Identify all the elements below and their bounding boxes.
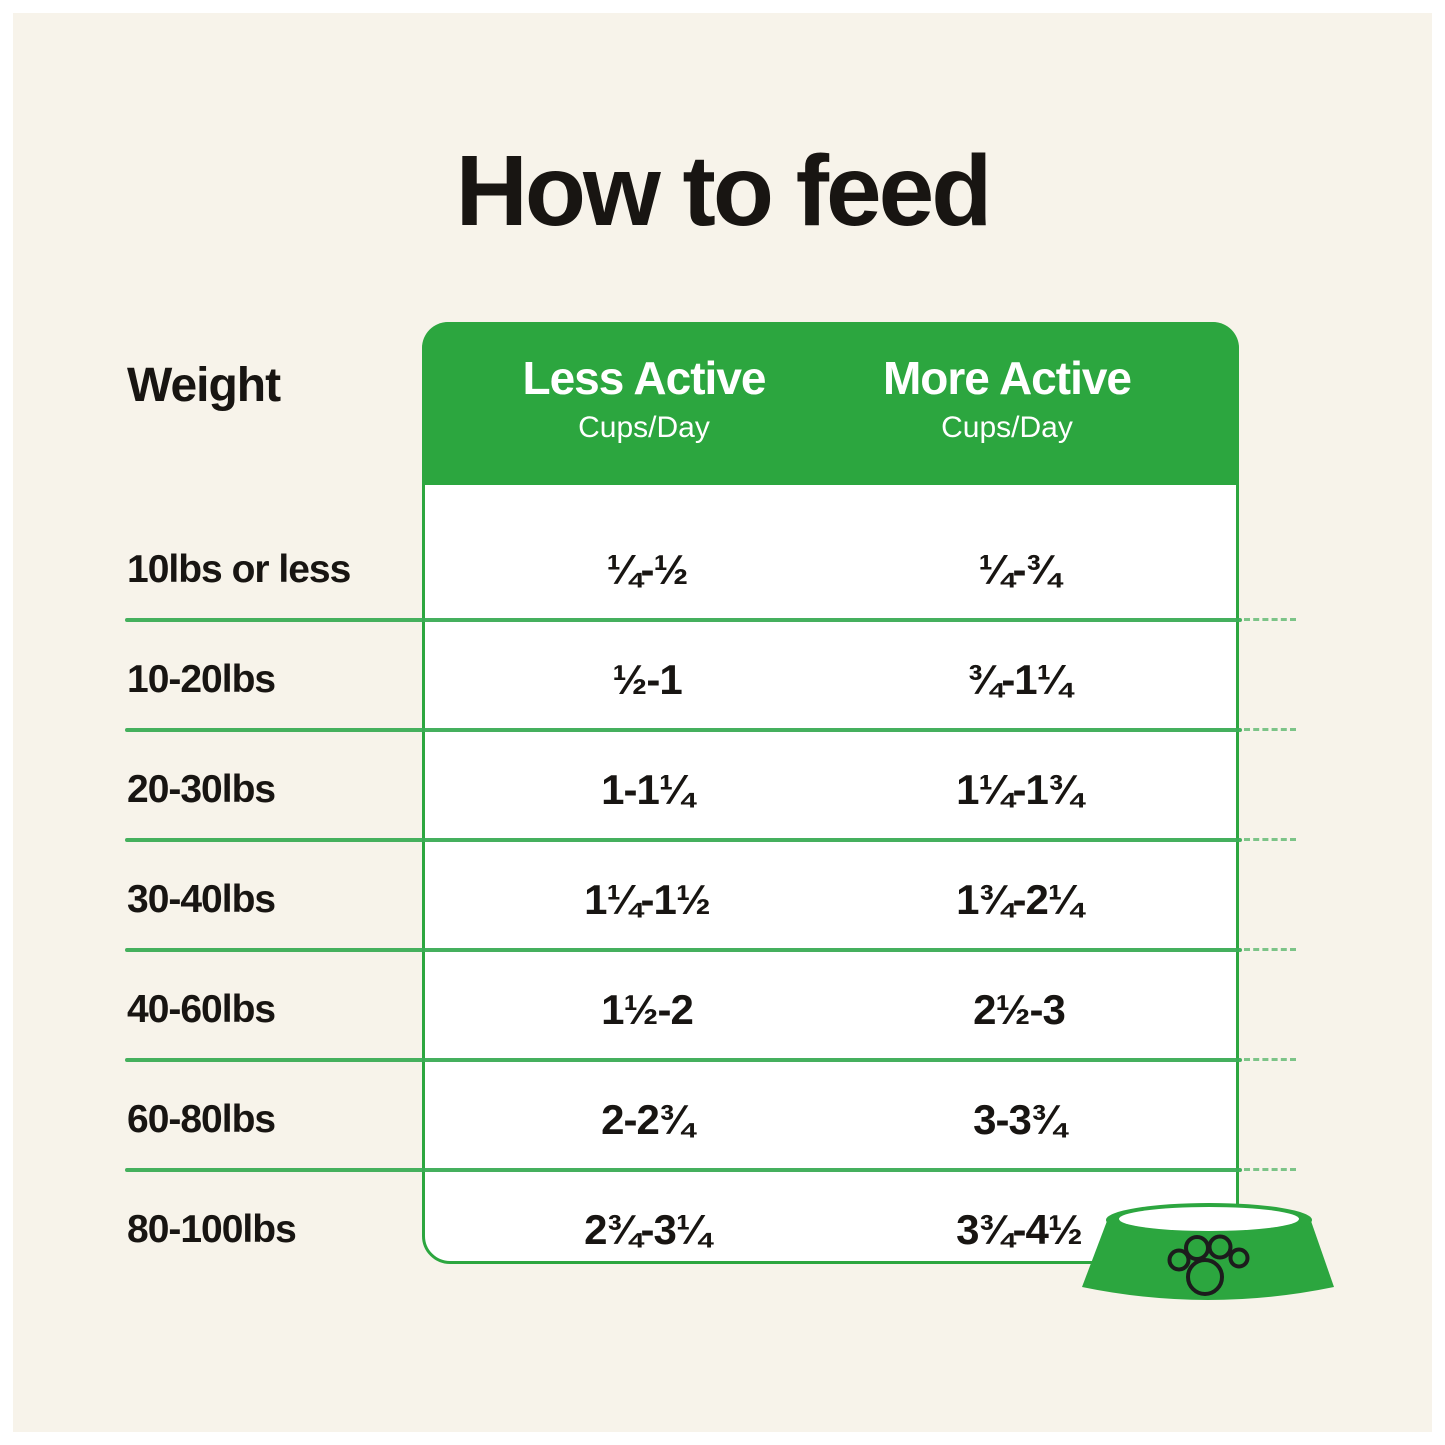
row-divider <box>125 728 1242 732</box>
more-active-value: 3-3¾ <box>973 1096 1066 1143</box>
weight-label: 20-30lbs <box>127 768 276 811</box>
row-divider <box>125 618 1242 622</box>
row-divider-tail <box>1244 1058 1296 1061</box>
less-active-value: 2-2¾ <box>601 1096 694 1143</box>
less-active-value: ¼-½ <box>606 546 688 593</box>
weight-label: 60-80lbs <box>127 1098 276 1141</box>
weight-label: 10-20lbs <box>127 658 276 701</box>
table-row: 10-20lbs ½-1 ¾-1¼ <box>0 649 1445 711</box>
table-row: 20-30lbs 1-1¼ 1¼-1¾ <box>0 759 1445 821</box>
column-sublabel: Cups/Day <box>941 411 1073 444</box>
less-active-value: ½-1 <box>612 656 682 703</box>
row-divider-tail <box>1244 728 1296 731</box>
weight-label: 80-100lbs <box>127 1208 297 1251</box>
less-active-value: 1-1¼ <box>601 766 694 813</box>
more-active-value: ¾-1¼ <box>967 656 1071 703</box>
row-divider <box>125 838 1242 842</box>
row-divider-tail <box>1244 948 1296 951</box>
more-active-value: 1¾-2¼ <box>956 876 1083 923</box>
column-label: More Active <box>882 352 1132 404</box>
more-active-value: ¼-¾ <box>978 546 1060 593</box>
weight-label: 40-60lbs <box>127 988 276 1031</box>
row-divider <box>125 1168 1242 1172</box>
less-active-value: 1¼-1½ <box>584 876 711 923</box>
weight-column-header: Weight <box>127 359 281 412</box>
table-row: 30-40lbs 1¼-1½ 1¾-2¼ <box>0 869 1445 931</box>
more-active-value: 3¾-4½ <box>956 1206 1083 1253</box>
table-row: 10lbs or less ¼-½ ¼-¾ <box>0 539 1445 601</box>
page-title: How to feed <box>455 135 993 247</box>
column-header-more-active: More Active Cups/Day <box>882 352 1132 446</box>
table-row: 80-100lbs 2¾-3¼ 3¾-4½ <box>0 1199 1445 1261</box>
column-header-less-active: Less Active Cups/Day <box>522 352 767 446</box>
row-divider-tail <box>1244 1168 1296 1171</box>
row-divider-tail <box>1244 838 1296 841</box>
more-active-value: 1¼-1¾ <box>956 766 1083 813</box>
table-row: 60-80lbs 2-2¾ 3-3¾ <box>0 1089 1445 1151</box>
row-divider-tail <box>1244 618 1296 621</box>
less-active-value: 2¾-3¼ <box>584 1206 711 1253</box>
weight-label: 30-40lbs <box>127 878 276 921</box>
paw-print-icon <box>1167 1234 1250 1296</box>
weight-label: 10lbs or less <box>127 548 351 591</box>
more-active-value: 2½-3 <box>973 986 1066 1033</box>
column-sublabel: Cups/Day <box>578 411 710 444</box>
table-row: 40-60lbs 1½-2 2½-3 <box>0 979 1445 1041</box>
less-active-value: 1½-2 <box>601 986 694 1033</box>
table-header: Less Active Cups/Day More Active Cups/Da… <box>422 322 1239 485</box>
page-background: How to feed Weight Less Active Cups/Day … <box>13 13 1432 1432</box>
dog-bowl-paw-icon <box>1080 1199 1336 1311</box>
row-divider <box>125 948 1242 952</box>
column-label: Less Active <box>522 352 767 404</box>
row-divider <box>125 1058 1242 1062</box>
